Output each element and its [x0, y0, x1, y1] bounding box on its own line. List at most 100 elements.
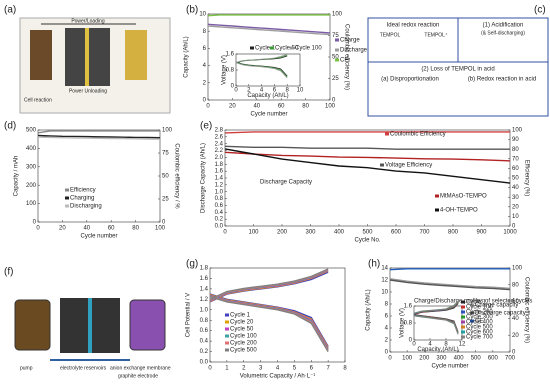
legend-label: Charging — [70, 196, 94, 202]
y-tick-label: 100 — [26, 201, 37, 207]
y2-tick-label: 50 — [512, 176, 519, 182]
x-tick-label: 0 — [412, 342, 416, 348]
chart: 0 2 4 6 8 10 0 0.8 1.6 Capacity (Ah/L) Voltage (V)… — [222, 46, 323, 99]
y-tick-label: 1.2 — [215, 182, 224, 188]
legend-swatch — [461, 320, 465, 324]
x-tick-label: 8 — [343, 366, 347, 372]
series-line — [224, 131, 510, 134]
label: electrolyte reservoirs — [60, 365, 107, 371]
x-tick-label: 400 — [454, 356, 465, 362]
y-tick-label: 0 — [33, 220, 37, 226]
tank — [129, 299, 166, 351]
y2-tick-label: 100 — [512, 266, 523, 272]
y2-tick-label: 40 — [512, 185, 519, 191]
y-tick-label: 0.8 — [404, 321, 413, 327]
plot-frame — [37, 129, 161, 223]
y2-tick-label: 0 — [512, 224, 516, 230]
chart: (g) 0 1 2 3 4 5 6 7 8 0.0 0.2 0.4 0.6 0.8 1.0 1.2 1.4 1.6 1… — [186, 259, 348, 380]
x-axis-label: Capacity (Ah/L) — [417, 347, 458, 353]
y2-tick-label: 30 — [512, 195, 519, 201]
series-line — [37, 136, 161, 140]
x-tick-label: 2 — [242, 366, 246, 372]
x-tick-label: 0 — [223, 230, 227, 236]
tank — [30, 30, 52, 80]
annotation: Discharge Capacity — [260, 180, 312, 186]
series-line — [37, 134, 161, 139]
legend-label: Cycle 300 — [466, 315, 493, 321]
legend-label: Charge — [340, 38, 360, 44]
x-tick-label: 8 — [444, 342, 448, 348]
legend-swatch — [225, 327, 229, 331]
x-tick-label: 3 — [259, 366, 263, 372]
legend-swatch — [65, 204, 69, 208]
x-tick-label: 300 — [305, 230, 316, 236]
y-tick-label: 1.8 — [200, 266, 209, 272]
y-axis-label: Cell Potential / V — [186, 293, 192, 337]
y-tick-label: 1.0 — [215, 189, 224, 195]
x-tick-label: 8 — [286, 88, 290, 94]
legend-swatch — [461, 300, 465, 304]
x-tick-label: 6 — [273, 88, 277, 94]
y2-tick-label: 25 — [162, 197, 169, 203]
y-axis-label: Capacity (Ah/L) — [184, 36, 190, 77]
legend-label: Charge capacity — [475, 303, 518, 309]
y-tick-label: 0.0 — [200, 360, 209, 366]
series-line — [413, 300, 459, 314]
legend-swatch — [225, 348, 229, 352]
legend-label: Cycle 600 — [466, 330, 493, 336]
legend-swatch — [225, 341, 229, 345]
y-tick-label: 0.0 — [215, 224, 224, 230]
y-tick-label: 0 — [203, 98, 207, 104]
legend-swatch — [65, 196, 69, 200]
x-tick-label: 600 — [391, 230, 402, 236]
y-tick-label: 0 — [409, 338, 413, 344]
panel-label: (g) — [186, 259, 198, 270]
series-line — [207, 23, 331, 34]
y2-axis-label: Efficiency (%) — [523, 160, 529, 197]
label: TEMPOL — [380, 32, 401, 38]
series-line — [224, 148, 511, 184]
y-tick-label: 0.8 — [215, 196, 224, 202]
y2-tick-label: 10 — [512, 214, 519, 220]
y-tick-label: 1.6 — [200, 276, 209, 282]
legend-label: Efficiency — [70, 188, 96, 194]
y2-axis-label: Coulombic efficiency / % — [173, 143, 179, 209]
y-tick-label: 1.6 — [226, 52, 235, 58]
legend-label: Cycle 400 — [466, 320, 493, 326]
x-tick-label: 0 — [388, 356, 392, 362]
x-tick-label: 700 — [419, 230, 430, 236]
x-tick-label: 100 — [325, 104, 336, 110]
x-tick-label: 500 — [362, 230, 373, 236]
y2-tick-label: 75 — [162, 151, 169, 157]
y-tick-label: 2.2 — [215, 148, 224, 154]
panel-label: (d) — [4, 121, 16, 132]
legend-label: Cycle 100 — [466, 305, 493, 311]
legend-label: Cycle 500 — [230, 348, 257, 354]
x-tick-label: 20 — [59, 226, 66, 232]
y-axis-label: Voltage (V) — [222, 55, 228, 85]
label: pump — [20, 365, 33, 371]
y-tick-label: 2.0 — [215, 155, 224, 161]
legend-label: 4-OH-TEMPO — [440, 208, 478, 214]
y-tick-label: 0.4 — [200, 339, 209, 345]
chart: Charge/Discharge profiles of selected cy… — [400, 299, 533, 353]
plot-frame — [235, 53, 301, 87]
y2-axis-label: Coulombic efficiency (%) — [343, 24, 349, 90]
y-axis-label: Discharge Capacity (Ah/L) — [201, 143, 207, 213]
legend-label: Cycle 20 — [230, 320, 254, 326]
y2-tick-label: 25 — [332, 76, 339, 82]
x-tick-label: 100 — [248, 230, 259, 236]
x-tick-label: 0 — [206, 104, 210, 110]
legend-label: Discharge capacity — [475, 311, 526, 317]
y-tick-label: 4 — [203, 63, 207, 69]
legend-swatch — [461, 310, 465, 314]
y-tick-label: 1.8 — [215, 162, 224, 168]
x-tick-label: 100 — [402, 356, 413, 362]
legend-label: Cycle 50 — [275, 46, 299, 52]
panel-label: (h) — [368, 259, 380, 270]
y2-tick-label: 100 — [162, 128, 173, 134]
y-tick-label: 500 — [26, 128, 37, 134]
legend-swatch — [461, 315, 465, 319]
legend-label: Cycle 500 — [466, 325, 493, 331]
